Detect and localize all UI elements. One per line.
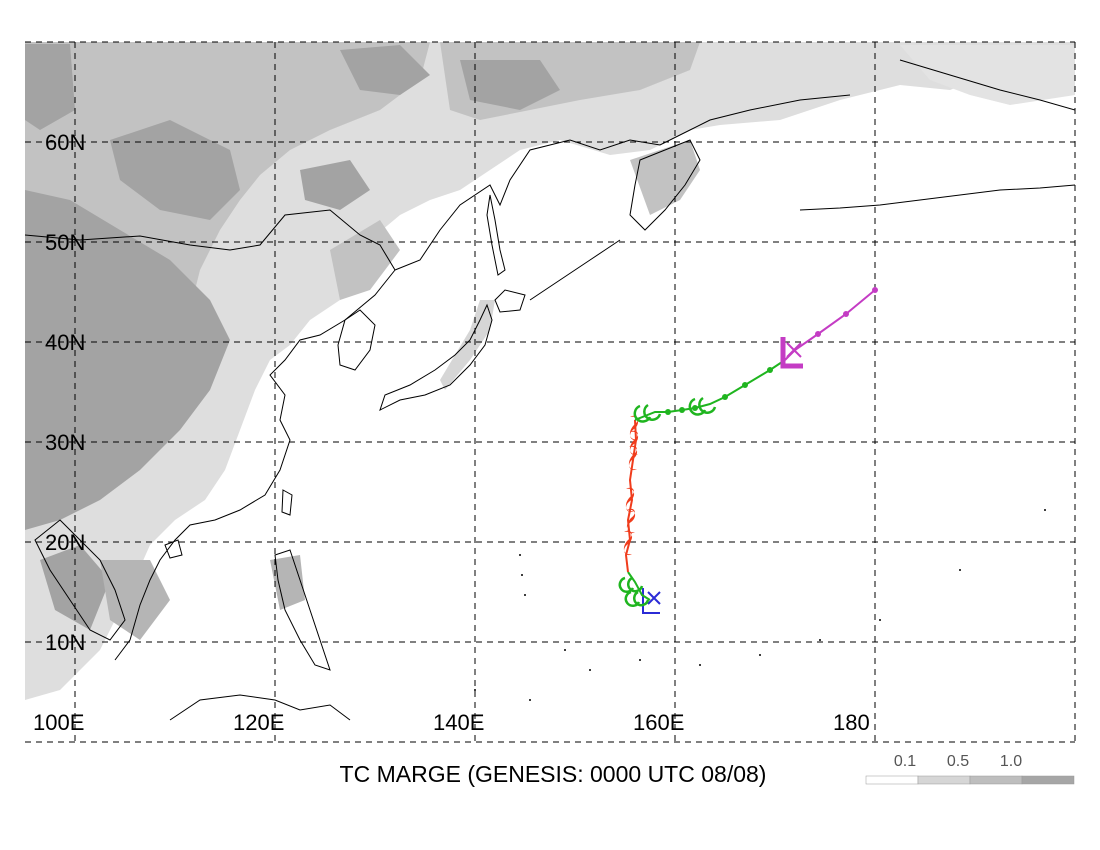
map-title: TC MARGE (GENESIS: 0000 UTC 08/08) xyxy=(340,761,767,787)
legend-label-0-5: 0.5 xyxy=(947,753,969,770)
lat-label-40n: 40N xyxy=(45,330,85,355)
lon-label-100e: 100E xyxy=(33,710,84,735)
track-points-magenta xyxy=(815,287,878,337)
lat-label-50n: 50N xyxy=(45,230,85,255)
legend-swatch-2 xyxy=(969,775,1023,785)
terrain-shading xyxy=(25,42,1075,700)
track-green-recurve xyxy=(634,359,786,421)
final-x-marker xyxy=(786,342,802,358)
legend-label-0-1: 0.1 xyxy=(894,753,916,770)
tropical-storm-symbols-south xyxy=(618,576,650,607)
lon-label-140e: 140E xyxy=(433,710,484,735)
lon-label-160e: 160E xyxy=(633,710,684,735)
lat-label-30n: 30N xyxy=(45,430,85,455)
tropical-storm-symbols-north xyxy=(633,396,717,423)
latitude-labels: 60N 50N 40N 30N 20N 10N xyxy=(45,130,85,655)
legend-swatch-0 xyxy=(865,775,919,785)
shading-legend: 0.1 0.5 1.0 xyxy=(865,753,1075,785)
lon-label-180: 180 xyxy=(833,710,870,735)
graticule xyxy=(25,41,1076,743)
track-magenta-extratropical xyxy=(784,289,876,361)
lat-label-60n: 60N xyxy=(45,130,85,155)
genesis-x-marker xyxy=(647,591,661,605)
legend-swatch-1 xyxy=(917,775,971,785)
track-points-green xyxy=(665,367,773,415)
pacific-islands xyxy=(474,509,1046,701)
longitude-labels: 100E 120E 140E 160E 180 xyxy=(33,710,870,735)
extratropical-low-symbol xyxy=(780,337,803,369)
typhoon-symbols xyxy=(623,415,639,556)
legend-label-1-0: 1.0 xyxy=(1000,753,1022,770)
storm-track xyxy=(618,287,878,614)
track-initial-green xyxy=(627,571,651,601)
lat-label-10n: 10N xyxy=(45,630,85,655)
lon-label-120e: 120E xyxy=(233,710,284,735)
legend-swatch-3 xyxy=(1021,775,1075,785)
lat-label-20n: 20N xyxy=(45,530,85,555)
